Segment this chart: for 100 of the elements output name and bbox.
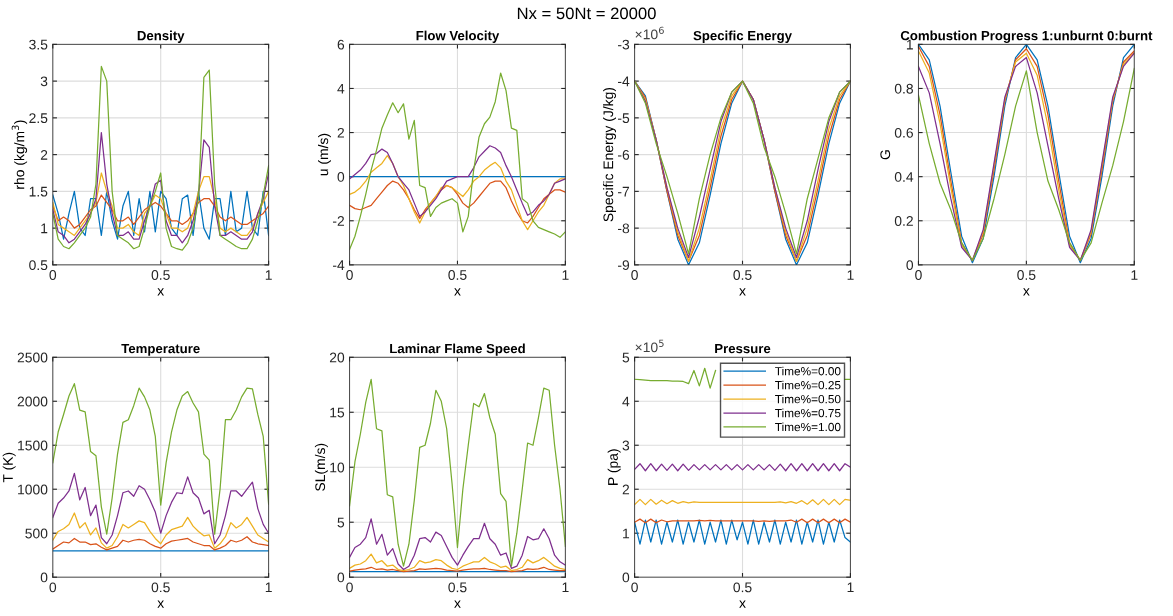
y-tick-label: -8	[618, 223, 630, 234]
x-tick-label: 1	[847, 582, 854, 593]
legend-label: Time%=0.25	[775, 380, 841, 390]
x-axis-title: x	[157, 600, 165, 608]
legend-label: Time%=1.00	[775, 422, 841, 432]
x-tick-label: 1	[265, 270, 272, 280]
line-series	[52, 383, 269, 535]
y-tick-label: -5	[618, 113, 630, 124]
y-tick-label: 0.6	[894, 127, 913, 138]
text: ×10$^{5}$	[635, 339, 664, 353]
y-tick-label: 1.5	[29, 186, 48, 197]
legend-label: Time%=0.50	[775, 394, 841, 404]
line-series	[52, 172, 269, 237]
x-tick-label: 1	[562, 582, 569, 593]
x-tick-label: 1	[562, 270, 569, 280]
y-tick-label: 2	[40, 149, 48, 160]
line-series	[52, 194, 269, 229]
x-tick-label: 0	[346, 582, 353, 593]
line-series	[52, 65, 269, 251]
x-tick-label: 0.5	[733, 270, 752, 280]
y-tick-label: 0.4	[894, 172, 914, 182]
y-tick-label: 0	[337, 172, 345, 182]
y-axis-title: P (pa)	[607, 449, 621, 485]
x-tick-label: 0	[49, 270, 57, 280]
text: Nx = 50Nt = 20000	[517, 7, 656, 20]
line-series	[349, 518, 566, 571]
legend-label: Time%=0.75	[775, 408, 841, 418]
x-tick-label: 1	[265, 582, 272, 593]
y-tick-label: 3	[40, 76, 48, 87]
y-tick-label: 2500	[17, 352, 48, 363]
line-series	[349, 72, 566, 251]
y-tick-label: 15	[330, 407, 345, 418]
x-axis-title: x	[454, 600, 461, 608]
y-tick-label: 4	[622, 396, 630, 407]
y-tick-label: -4	[332, 260, 345, 270]
y-tick-label: 0	[622, 572, 630, 583]
x-tick-label: 0	[49, 582, 57, 593]
y-tick-label: 20	[329, 352, 345, 363]
y-axis-title: SL(m/s)	[314, 443, 328, 491]
y-tick-label: 1	[41, 223, 48, 234]
y-tick-label: -9	[618, 260, 630, 271]
y-tick-label: -4	[618, 76, 630, 87]
y-tick-label: 5	[337, 517, 345, 528]
x-tick-label: 0.5	[151, 270, 170, 280]
x-tick-label: 0.5	[733, 582, 752, 593]
y-tick-label: 5	[622, 352, 630, 363]
x-axis-title: x	[739, 600, 746, 608]
y-axis-title: G	[880, 150, 891, 160]
y-tick-label: 2.5	[29, 113, 48, 124]
x-tick-label: 0.5	[448, 582, 467, 593]
y-tick-label: 4	[337, 83, 345, 94]
x-tick-label: 0	[346, 270, 353, 280]
y-tick-label: 1	[906, 39, 913, 50]
chart-title: Flow Velocity	[416, 30, 500, 43]
y-axis-title: T (K)	[2, 452, 16, 483]
chart-title: Pressure	[715, 344, 771, 354]
y-tick-label: 3	[622, 440, 630, 451]
y-tick-label: 2000	[17, 396, 48, 407]
y-tick-label: 0.8	[894, 83, 913, 94]
x-tick-label: 0	[915, 270, 922, 280]
y-axis-title: u (m/s)	[318, 133, 331, 176]
y-tick-label: 1500	[18, 440, 48, 451]
y-tick-label: -6	[618, 149, 630, 160]
y-tick-label: -3	[618, 39, 630, 50]
chart-title: Laminar Flame Speed	[390, 343, 525, 356]
y-tick-label: 2	[337, 127, 344, 138]
x-tick-label: 0.5	[448, 270, 467, 280]
y-tick-label: 2	[622, 484, 630, 495]
x-axis-title: x	[739, 288, 746, 296]
x-tick-label: 1	[1131, 270, 1138, 280]
y-tick-label: 0	[40, 572, 48, 583]
x-tick-label: 0	[631, 582, 638, 593]
line-series	[52, 512, 269, 549]
y-tick-label: 6	[337, 39, 345, 50]
x-axis-title: x	[454, 288, 461, 296]
y-tick-label: -2	[332, 216, 344, 226]
chart-title: Temperature	[121, 344, 200, 356]
x-tick-label: 1	[847, 270, 854, 280]
y-tick-label: 10	[330, 462, 345, 473]
chart-title: Density	[137, 30, 185, 43]
line-series	[349, 155, 566, 231]
line-series	[52, 536, 269, 551]
y-tick-label: -7	[618, 186, 630, 197]
line-series	[52, 472, 269, 545]
y-axis-title: Specific Energy (J/kg)	[603, 87, 616, 222]
text: ×10$^{6}$	[635, 26, 664, 40]
line-series	[634, 463, 851, 472]
line-series	[349, 378, 566, 567]
line-series	[349, 553, 566, 572]
legend-label: Time%=0.00	[775, 366, 841, 376]
y-tick-label: 3.5	[29, 39, 48, 50]
x-tick-label: 0	[631, 270, 638, 280]
y-tick-label: 500	[25, 528, 48, 539]
y-tick-label: 1	[623, 528, 630, 539]
y-tick-label: 0	[906, 260, 914, 271]
line-series	[349, 145, 566, 217]
x-tick-label: 0.5	[151, 582, 170, 593]
y-tick-label: 1000	[18, 484, 48, 495]
y-tick-label: 0	[337, 572, 345, 583]
y-axis-title: rho (kg/m$^{3}$)	[11, 120, 28, 189]
